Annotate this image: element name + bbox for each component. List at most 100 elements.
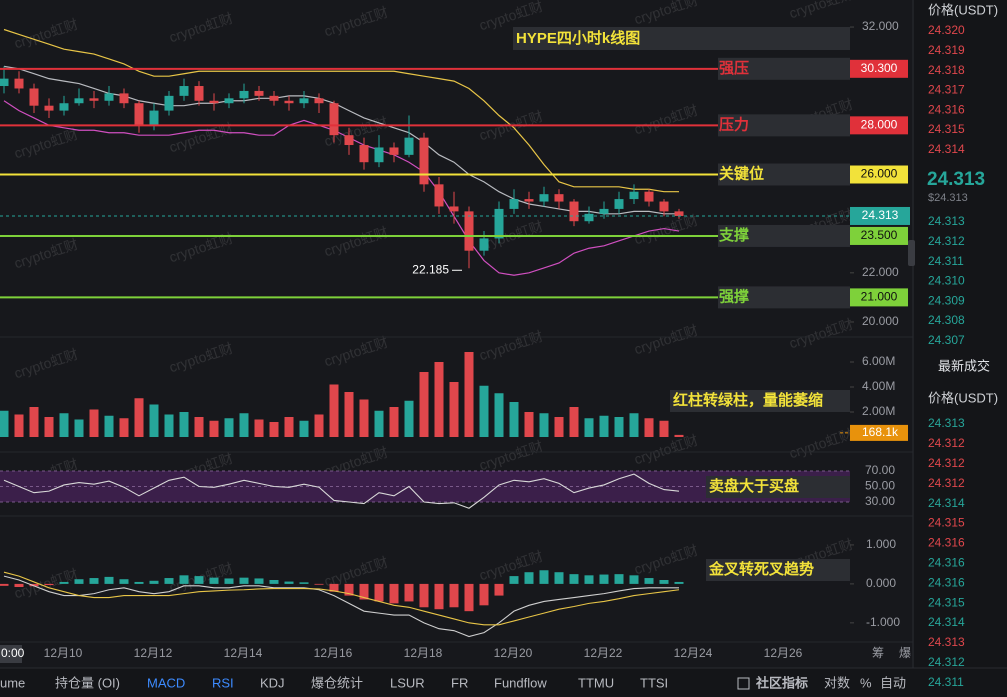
toolbar-item[interactable]: FR	[451, 675, 468, 690]
level-price: 21.000	[861, 290, 898, 304]
candle-body	[44, 105, 54, 111]
volume-bar	[314, 414, 324, 437]
volume-bar	[344, 392, 354, 437]
volume-last-bg	[850, 424, 908, 441]
volume-bar	[479, 385, 489, 437]
macd-bar	[44, 583, 54, 586]
level-name: 支撑	[718, 226, 749, 244]
sidebar-price: 24.313	[927, 169, 985, 190]
x-tick-label: 12月24	[674, 646, 713, 660]
level-name-bg	[718, 163, 850, 186]
macd-bar	[599, 574, 609, 584]
candle-body	[554, 194, 564, 202]
macd-bar	[89, 578, 99, 584]
volume-bar	[494, 393, 504, 437]
macd-bar	[14, 583, 24, 588]
candle-body	[674, 211, 684, 216]
ask-price: 24.320	[928, 23, 965, 37]
macd-bar	[569, 574, 579, 584]
volume-bar	[449, 382, 459, 437]
volume-bar	[179, 412, 189, 437]
candle-body	[284, 100, 294, 104]
volume-bar	[74, 419, 84, 437]
y-tick-label: 30.00	[865, 494, 895, 508]
toolbar-option[interactable]: %	[860, 675, 872, 690]
y-tick-label: -1.000	[866, 615, 900, 629]
volume-bar	[434, 362, 444, 437]
annotation-bg	[670, 390, 850, 412]
toolbar-item[interactable]: RSI	[212, 675, 234, 690]
candle-body	[59, 103, 69, 111]
macd-bar	[434, 583, 444, 610]
y-tick-label: 2.00M	[862, 404, 895, 418]
plot: 32.000 22.000 20.000 强压 30.300 压力 28.000 关键位 26.…	[0, 2, 998, 690]
level-name: 强撑	[719, 287, 749, 305]
candle-body	[509, 199, 519, 209]
toolbar-item[interactable]: 爆仓统计	[311, 675, 363, 690]
volume-bar	[404, 400, 414, 437]
volume-bar	[554, 417, 564, 437]
candle-body	[569, 201, 579, 222]
macd-bar	[134, 581, 144, 584]
macd-bar	[29, 583, 39, 587]
level-price: 26.000	[861, 167, 898, 181]
macd-bar	[389, 583, 399, 604]
trade-price: 24.312	[928, 655, 965, 669]
level-name-bg	[718, 57, 850, 80]
toolbar-option[interactable]: 对数	[824, 675, 850, 690]
toolbar-item[interactable]: KDJ	[260, 675, 285, 690]
toolbar-item[interactable]: ume	[0, 675, 25, 690]
sidebar-price-usd: $24.313	[928, 192, 968, 204]
chart-title: HYPE四小时k线图	[516, 29, 640, 47]
toolbar-option[interactable]: 自动	[880, 675, 906, 690]
candle-body	[104, 93, 114, 101]
candle-body	[644, 191, 654, 202]
toolbar-item[interactable]: TTSI	[640, 675, 668, 690]
indicator-icon[interactable]	[737, 677, 750, 690]
level-name-bg	[718, 286, 850, 309]
annotation: 卖盘大于买盘	[709, 477, 799, 495]
toolbar-option[interactable]: 社区指标	[755, 675, 808, 690]
candle-body	[584, 213, 594, 222]
level-name: 压力	[719, 115, 749, 133]
axis-tool[interactable]: 筹	[872, 646, 884, 660]
macd-bar	[254, 578, 264, 584]
time-label: 0:00	[1, 646, 25, 660]
toolbar-item[interactable]: 持仓量 (OI)	[55, 675, 120, 690]
annotation-bg	[706, 559, 850, 581]
toolbar-item[interactable]: MACD	[147, 675, 185, 690]
macd-bar	[164, 578, 174, 584]
axis-tool[interactable]: 爆	[899, 646, 911, 660]
bid-price: 24.312	[928, 234, 965, 248]
volume-bar	[284, 417, 294, 437]
collapse-tab[interactable]	[908, 240, 915, 266]
macd-bar	[209, 577, 219, 584]
candle-body	[134, 103, 144, 126]
macd-bar	[539, 570, 549, 584]
macd-line	[3, 575, 679, 638]
macd-bar	[149, 580, 159, 584]
toolbar-item[interactable]: LSUR	[390, 675, 425, 690]
candle-body	[524, 199, 534, 202]
macd-bar	[344, 583, 354, 596]
toolbar-item[interactable]: Fundflow	[494, 675, 547, 690]
macd-bar	[269, 580, 279, 584]
macd-bar	[479, 583, 489, 606]
candle-body	[419, 137, 429, 185]
candle-body	[14, 78, 24, 89]
bid-price: 24.310	[928, 274, 965, 288]
level-name: 强压	[719, 60, 749, 77]
candle-body	[269, 95, 279, 101]
macd-bar	[194, 576, 204, 584]
y-tick-label: 32.000	[862, 19, 899, 33]
x-tick-label: 12月26	[764, 646, 803, 660]
level-price: 28.000	[861, 118, 898, 132]
volume-bar	[239, 413, 249, 437]
volume-bar	[329, 384, 339, 437]
trade-price: 24.311	[928, 675, 964, 689]
trade-price: 24.316	[928, 575, 965, 589]
macd-bar	[494, 583, 504, 596]
toolbar-item[interactable]: TTMU	[578, 675, 614, 690]
volume-bar	[59, 413, 69, 437]
macd-line	[3, 571, 680, 626]
